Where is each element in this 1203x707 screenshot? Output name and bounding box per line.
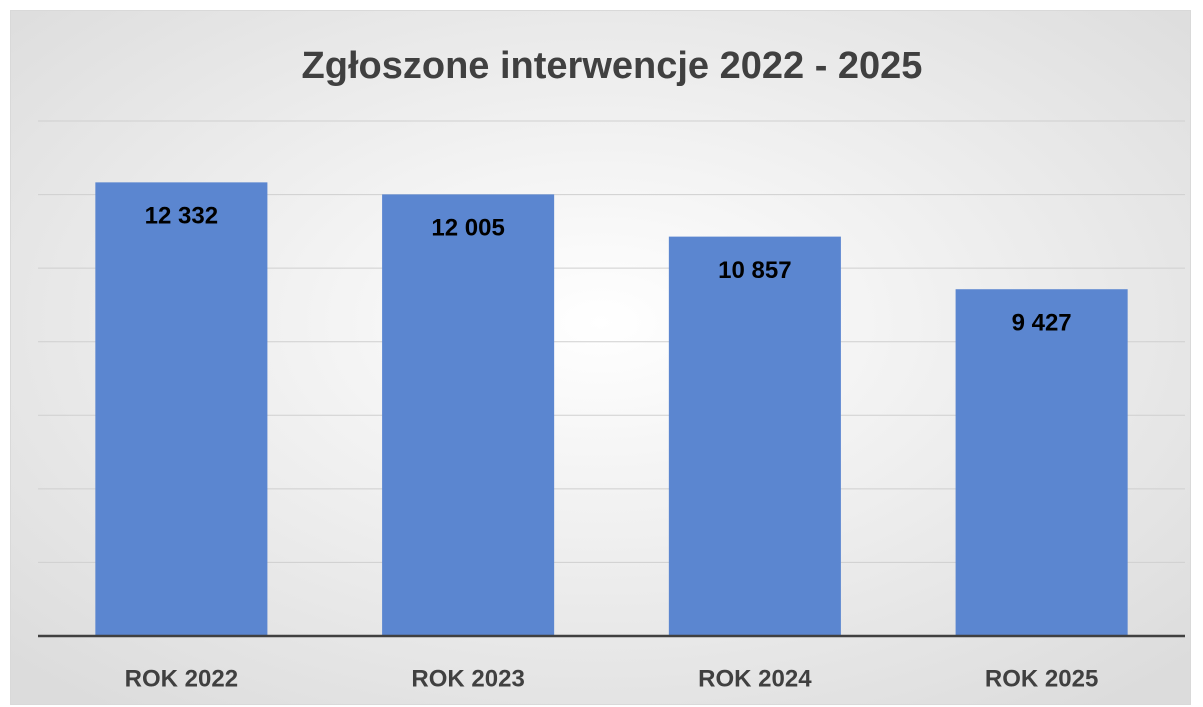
data-label: 9 427 [1012, 310, 1072, 337]
bar [955, 289, 1128, 636]
bar [668, 236, 841, 636]
x-tick-label: ROK 2022 [125, 665, 238, 692]
bar [95, 182, 268, 636]
x-tick-label: ROK 2024 [698, 665, 812, 692]
data-label: 10 857 [718, 257, 791, 284]
x-tick-label: ROK 2023 [411, 665, 524, 692]
data-label: 12 005 [431, 215, 504, 242]
bar [382, 194, 555, 636]
data-label: 12 332 [145, 203, 218, 230]
chart-title: Zgłoszone interwencje 2022 - 2025 [302, 45, 923, 87]
x-tick-label: ROK 2025 [985, 665, 1098, 692]
